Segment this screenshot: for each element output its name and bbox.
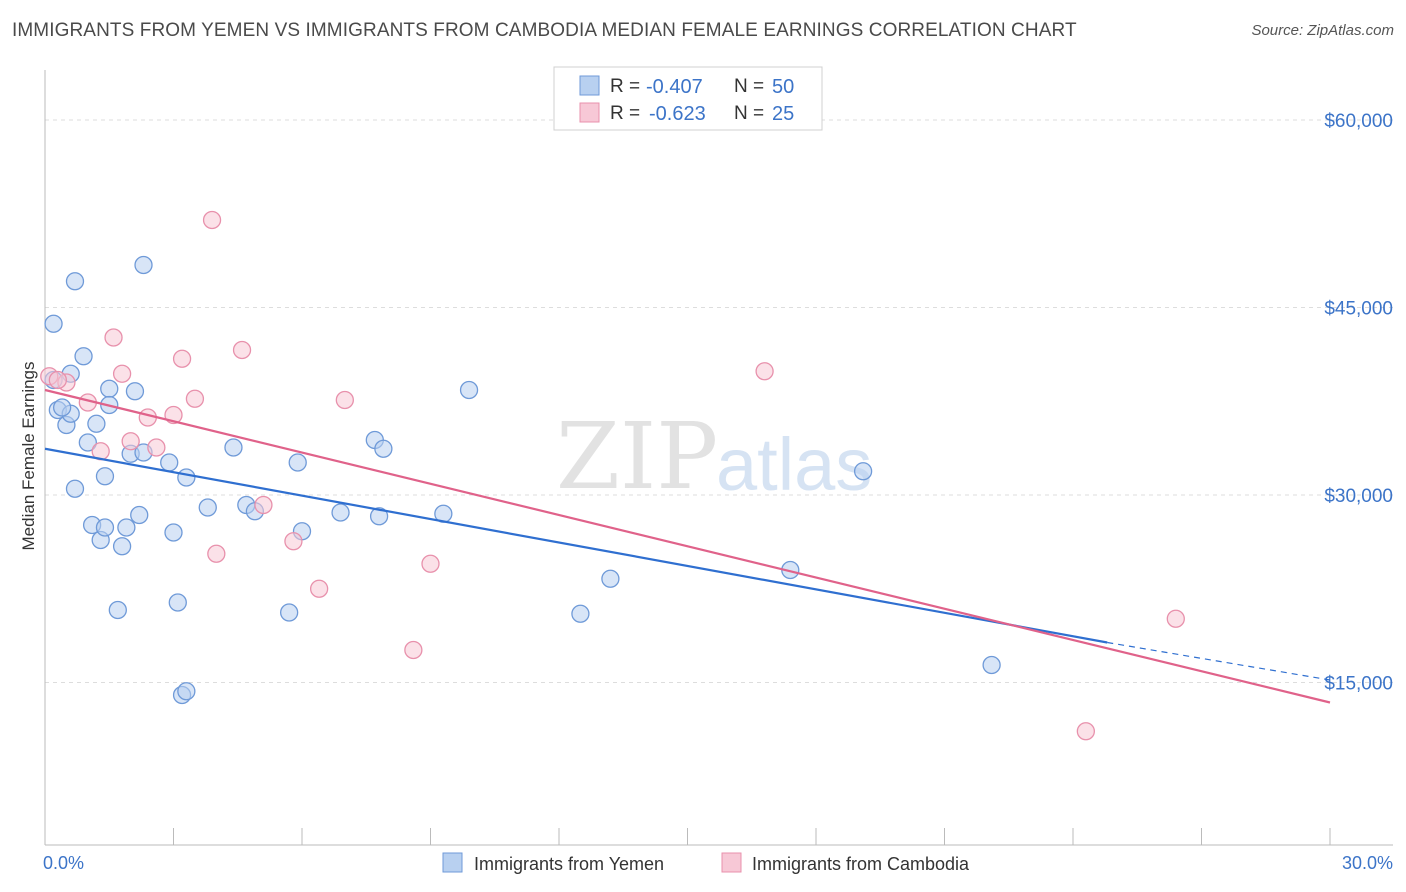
x-tick-label-start: 0.0%	[43, 853, 84, 873]
point-yemen	[125, 382, 145, 401]
point-yemen	[331, 503, 350, 522]
point-yemen	[279, 603, 299, 622]
point-yemen	[95, 467, 115, 486]
point-yemen	[87, 414, 106, 433]
point-yemen	[130, 505, 149, 525]
grid-lines	[45, 119, 1393, 683]
bottom-legend-label-yemen: Immigrants from Yemen	[474, 854, 664, 874]
point-yemen	[78, 433, 97, 452]
point-yemen	[459, 380, 479, 400]
point-yemen	[65, 479, 85, 498]
point-yemen	[134, 255, 153, 275]
y-tick-labels: $15,000 $30,000 $45,000 $60,000	[1324, 111, 1393, 695]
point-yemen	[65, 272, 85, 291]
legend-n-value-yemen: 50	[772, 76, 794, 98]
y-tick-label: $30,000	[1324, 486, 1393, 507]
point-cambodia	[232, 340, 252, 360]
point-yemen	[288, 453, 307, 472]
source-label: Source: ZipAtlas.com	[1251, 22, 1394, 39]
legend-swatch-yemen	[579, 75, 600, 96]
point-cambodia	[172, 349, 192, 368]
point-yemen	[117, 518, 136, 537]
point-yemen	[374, 439, 393, 458]
point-cambodia	[121, 432, 140, 451]
point-cambodia	[254, 495, 273, 515]
point-cambodia	[112, 364, 132, 383]
x-tick-label-end: 30.0%	[1342, 853, 1393, 873]
chart-title: IMMIGRANTS FROM YEMEN VS IMMIGRANTS FROM…	[12, 20, 1077, 41]
point-yemen	[369, 507, 389, 526]
point-yemen	[112, 537, 132, 556]
legend-r-label-yemen: R =	[610, 76, 640, 97]
point-yemen	[177, 468, 196, 487]
point-yemen	[982, 655, 1001, 675]
point-cambodia	[207, 544, 226, 563]
point-cambodia	[48, 370, 67, 390]
point-cambodia	[104, 328, 123, 347]
point-yemen	[95, 518, 115, 537]
y-tick-label: $60,000	[1324, 111, 1393, 132]
point-cambodia	[284, 532, 303, 551]
point-yemen	[177, 682, 196, 701]
y-axis-label: Median Female Earnings	[19, 362, 38, 551]
point-cambodia	[421, 554, 440, 573]
y-tick-label: $15,000	[1324, 674, 1393, 695]
point-yemen	[224, 438, 243, 457]
point-yemen	[571, 604, 590, 623]
point-cambodia	[1076, 722, 1095, 741]
y-tick-label: $45,000	[1324, 299, 1393, 320]
point-cambodia	[335, 390, 354, 410]
watermark-zip: ZIP	[556, 403, 718, 510]
legend-n-value-cambodia: 25	[772, 103, 794, 125]
point-yemen	[52, 398, 72, 417]
point-yemen	[108, 600, 127, 620]
point-yemen	[164, 523, 183, 542]
point-yemen	[100, 379, 119, 398]
series-cambodia-points	[40, 210, 1185, 741]
legend-n-label-cambodia: N =	[734, 103, 764, 124]
point-yemen	[44, 314, 63, 333]
point-cambodia	[1166, 609, 1185, 628]
x-axis-ticks	[44, 828, 1331, 845]
legend-swatch-cambodia	[579, 102, 600, 123]
point-yemen	[601, 569, 620, 588]
point-cambodia	[404, 640, 423, 660]
bottom-legend-swatch-yemen	[442, 852, 463, 873]
trend-lines	[44, 388, 1331, 704]
legend-r-value-cambodia: -0.623	[649, 103, 706, 125]
series-legend: Immigrants from Yemen Immigrants from Ca…	[442, 852, 970, 874]
point-yemen	[853, 462, 873, 481]
trend-line-cambodia	[44, 388, 1331, 704]
correlation-legend: R = -0.407 N = 50 R = -0.623 N = 25	[553, 66, 823, 131]
point-cambodia	[185, 389, 205, 408]
legend-r-value-yemen: -0.407	[646, 76, 703, 98]
point-yemen	[160, 453, 179, 472]
trend-line-yemen-extension	[1107, 641, 1331, 681]
watermark-atlas: atlas	[716, 423, 872, 506]
point-cambodia	[202, 210, 222, 230]
legend-n-label-yemen: N =	[734, 76, 764, 97]
bottom-legend-swatch-cambodia	[721, 852, 742, 873]
bottom-legend-label-cambodia: Immigrants from Cambodia	[752, 854, 970, 874]
point-yemen	[168, 593, 187, 612]
point-cambodia	[309, 579, 329, 598]
point-yemen	[74, 347, 93, 366]
trend-line-yemen	[44, 447, 1108, 644]
point-cambodia	[147, 438, 166, 457]
point-cambodia	[755, 362, 774, 381]
legend-r-label-cambodia: R =	[610, 103, 640, 124]
point-yemen	[198, 498, 217, 517]
